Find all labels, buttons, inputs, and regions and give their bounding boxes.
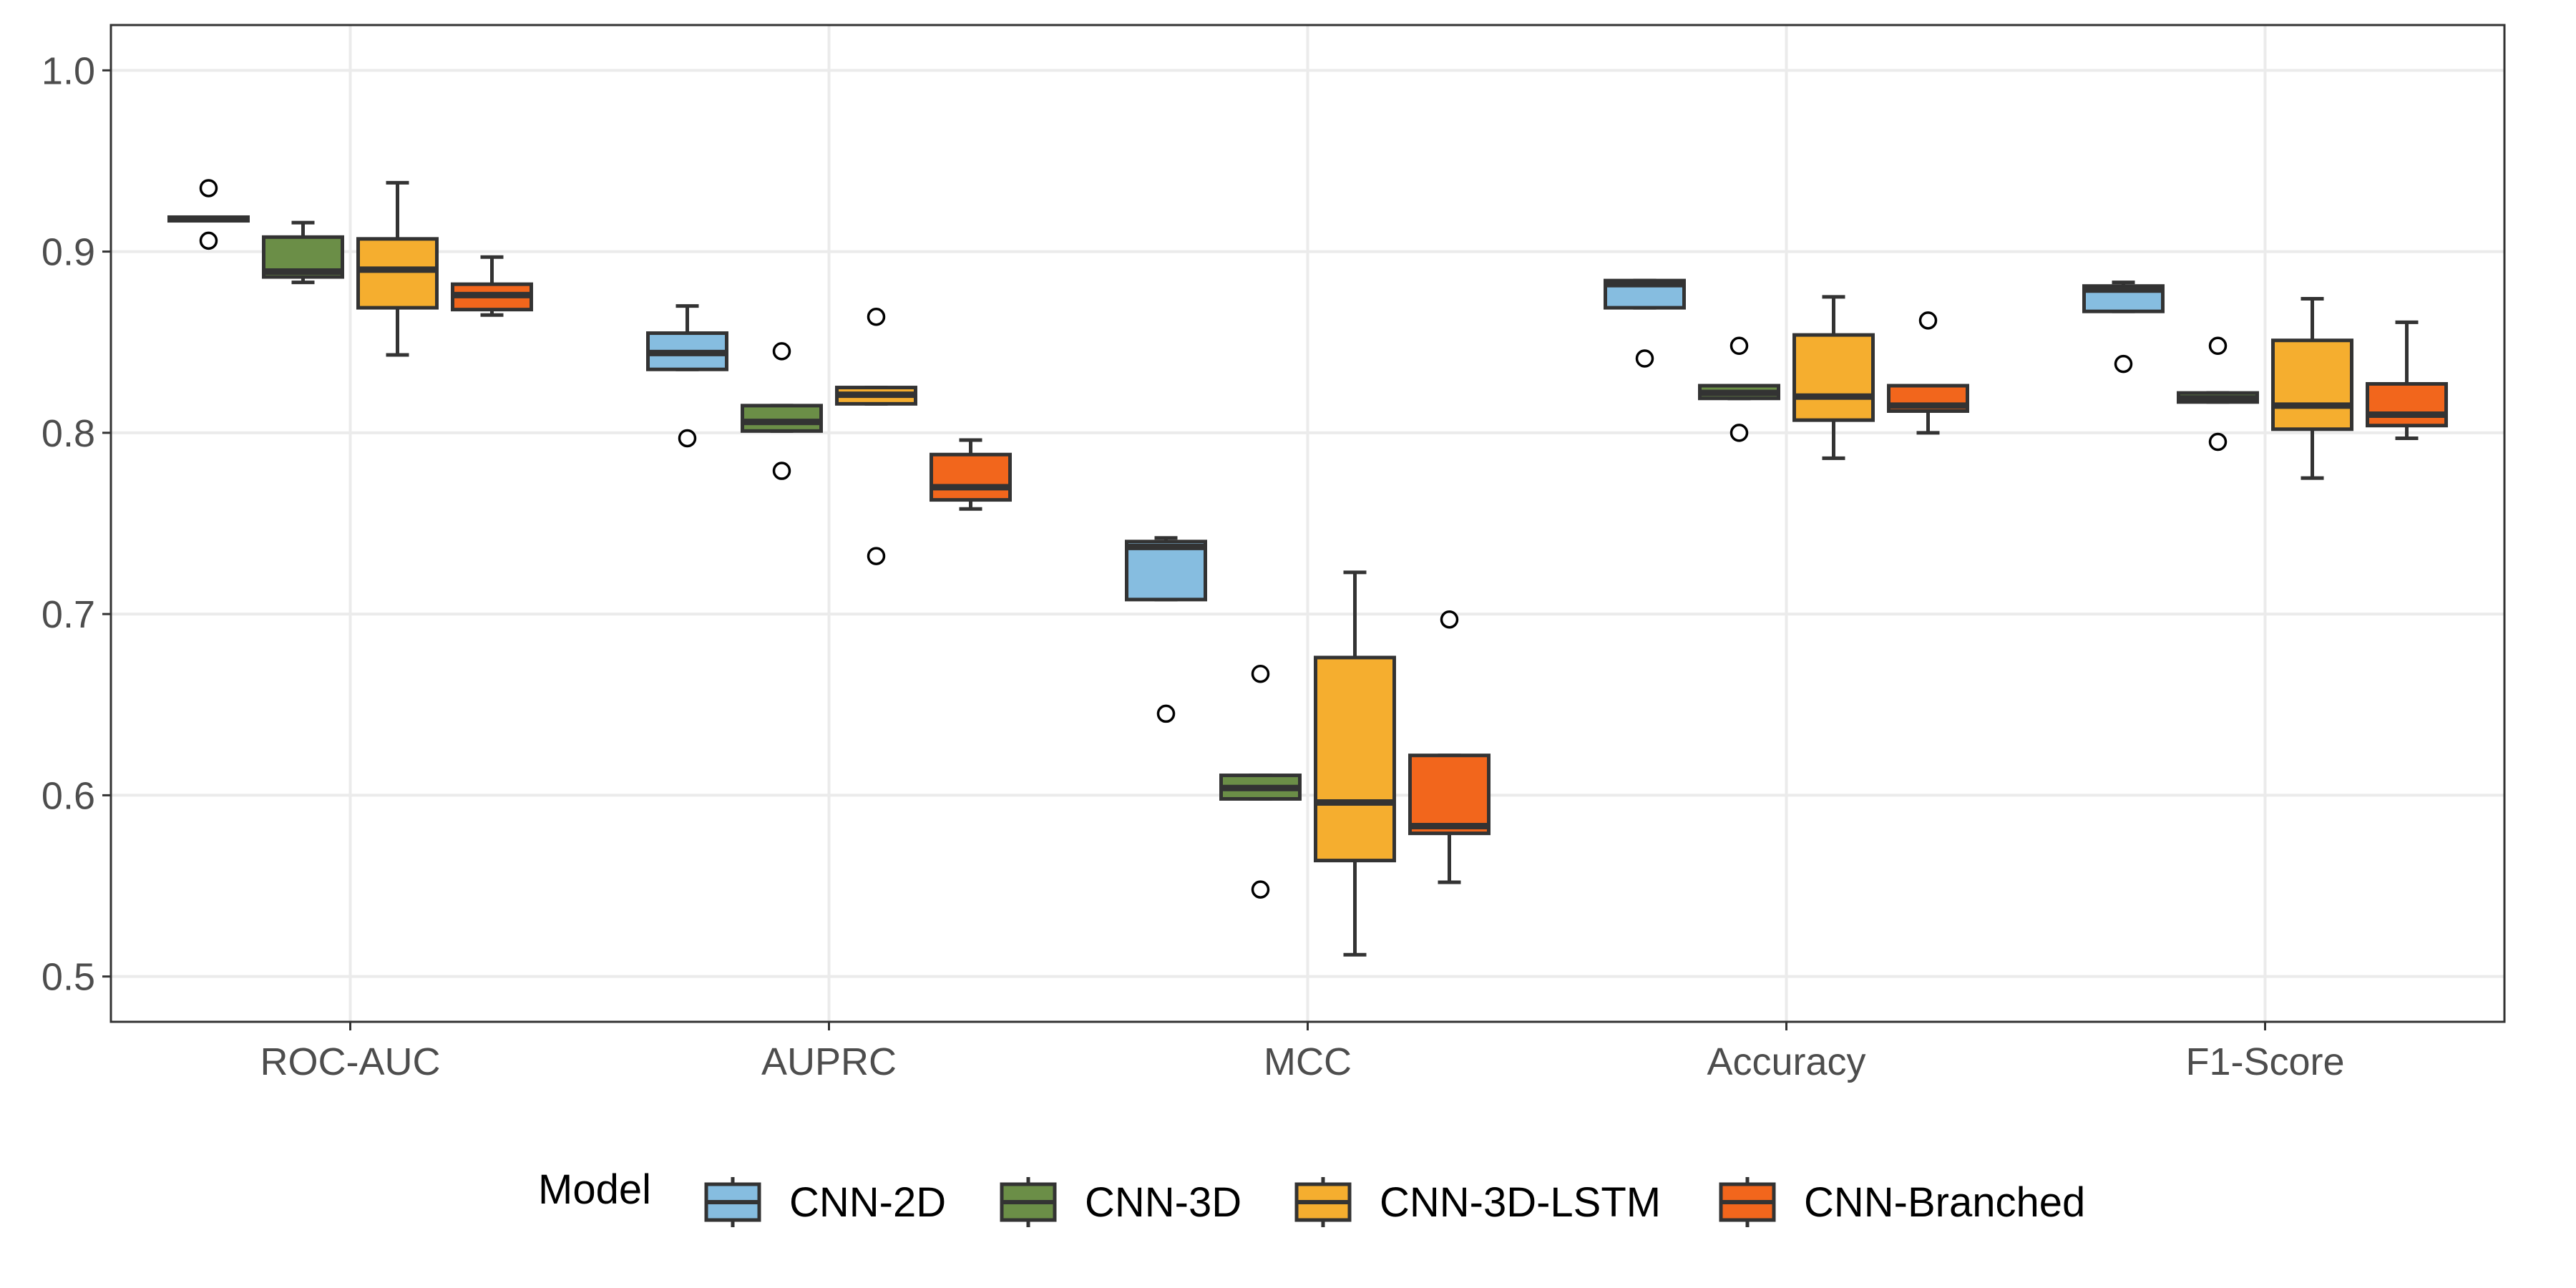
box-cnn-2d-f1-score bbox=[2082, 280, 2165, 374]
legend: Model CNN-2D CNN-3D CNN-3D-LSTM CNN-Branche… bbox=[538, 1166, 2085, 1227]
legend-item-cnn-3d: CNN-3D bbox=[1000, 1177, 1241, 1227]
box-cnn-3d-lstm-roc-auc bbox=[356, 180, 439, 357]
box-cnn-branched-f1-score bbox=[2366, 320, 2448, 440]
y-tick-label: 0.5 bbox=[42, 956, 95, 999]
outlier-point bbox=[1440, 610, 1459, 629]
y-tick-label: 0.6 bbox=[42, 774, 95, 817]
y-tick-label: 1.0 bbox=[42, 49, 95, 92]
box-cnn-3d-auprc bbox=[741, 342, 823, 480]
box-cnn-3d-lstm-f1-score bbox=[2271, 296, 2353, 480]
iqr-box bbox=[741, 404, 823, 433]
outlier-point bbox=[1156, 704, 1176, 723]
outlier-point bbox=[199, 231, 218, 250]
box-cnn-3d-roc-auc bbox=[262, 220, 344, 285]
iqr-box bbox=[1792, 333, 1875, 422]
y-tick-label: 0.8 bbox=[42, 412, 95, 455]
box-cnn-2d-roc-auc bbox=[167, 179, 250, 250]
legend-title: Model bbox=[538, 1166, 651, 1213]
box-cnn-branched-auprc bbox=[930, 438, 1012, 511]
box-cnn-branched-mcc bbox=[1408, 610, 1491, 884]
box-cnn-3d-f1-score bbox=[2177, 336, 2259, 452]
box-cnn-branched-roc-auc bbox=[451, 255, 533, 317]
box-cnn-3d-lstm-auprc bbox=[835, 308, 917, 565]
x-tick-label: Accuracy bbox=[1707, 1040, 1865, 1083]
iqr-box bbox=[356, 237, 439, 310]
y-tick-label: 0.7 bbox=[42, 593, 95, 636]
legend-label: CNN-2D bbox=[789, 1179, 946, 1226]
y-tick-label: 0.9 bbox=[42, 231, 95, 274]
legend-item-cnn-branched: CNN-Branched bbox=[1719, 1177, 2085, 1227]
outlier-point bbox=[2114, 354, 2133, 374]
outlier-point bbox=[199, 179, 218, 197]
iqr-box bbox=[1314, 655, 1396, 863]
box-cnn-3d-lstm-mcc bbox=[1314, 570, 1396, 957]
x-tick-label: F1-Score bbox=[2185, 1040, 2344, 1083]
box-cnn-2d-auprc bbox=[646, 304, 728, 448]
outlier-point bbox=[2208, 432, 2228, 452]
outlier-point bbox=[1635, 349, 1654, 368]
outlier-point bbox=[1251, 880, 1270, 899]
iqr-box bbox=[2271, 338, 2353, 431]
legend-item-cnn-3d-lstm: CNN-3D-LSTM bbox=[1294, 1177, 1661, 1227]
box-cnn-2d-accuracy bbox=[1604, 278, 1686, 368]
outlier-point bbox=[772, 462, 791, 480]
iqr-box bbox=[2366, 381, 2448, 428]
outlier-point bbox=[1918, 311, 1938, 330]
outlier-point bbox=[1729, 424, 1749, 442]
outlier-point bbox=[867, 308, 886, 326]
box-layer bbox=[167, 179, 2448, 957]
iqr-box bbox=[930, 452, 1012, 502]
outlier-point bbox=[678, 429, 697, 448]
outlier-point bbox=[867, 547, 886, 565]
outlier-point bbox=[2208, 336, 2228, 356]
axis-layer: 0.5 0.6 0.7 0.8 0.9 1.0 ROC-AUC AUPRC MCC Accurac… bbox=[42, 49, 2345, 1083]
legend-label: CNN-3D-LSTM bbox=[1380, 1179, 1661, 1226]
outlier-point bbox=[1251, 664, 1270, 683]
box-cnn-3d-accuracy bbox=[1698, 336, 1780, 442]
iqr-box bbox=[1125, 540, 1207, 602]
x-tick-label: MCC bbox=[1264, 1040, 1352, 1083]
box-cnn-3d-mcc bbox=[1219, 664, 1302, 899]
x-tick-label: ROC-AUC bbox=[260, 1040, 441, 1083]
legend-label: CNN-3D bbox=[1085, 1179, 1241, 1226]
x-tick-label: AUPRC bbox=[761, 1040, 897, 1083]
box-cnn-3d-lstm-accuracy bbox=[1792, 295, 1875, 460]
box-cnn-branched-accuracy bbox=[1887, 311, 1969, 435]
legend-label: CNN-Branched bbox=[1804, 1179, 2085, 1226]
legend-item-cnn-2d: CNN-2D bbox=[704, 1177, 946, 1227]
box-cnn-2d-mcc bbox=[1125, 536, 1207, 723]
outlier-point bbox=[772, 342, 791, 361]
grid-lines bbox=[111, 25, 2504, 1022]
iqr-box bbox=[1408, 753, 1491, 836]
outlier-point bbox=[1729, 336, 1749, 356]
